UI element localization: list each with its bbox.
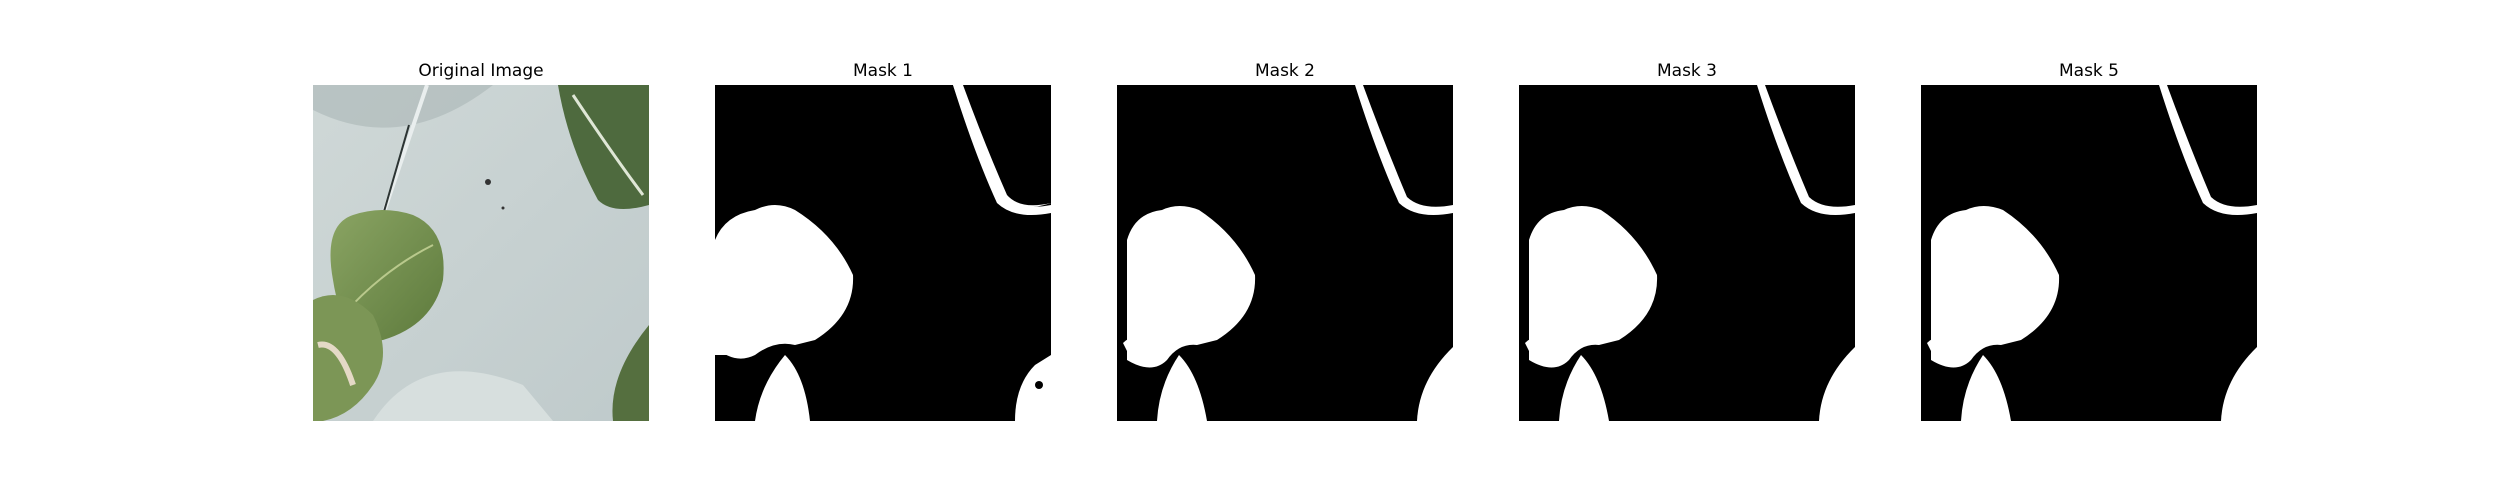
mask-image — [715, 85, 1051, 421]
panel-title: Mask 2 — [1254, 61, 1315, 81]
panel-title: Mask 5 — [2058, 61, 2119, 81]
panel-title: Original Image — [418, 61, 544, 81]
panel-title: Mask 3 — [1656, 61, 1717, 81]
panel-title: Mask 1 — [852, 61, 913, 81]
original-image — [313, 85, 649, 421]
mask-image — [1921, 85, 2257, 421]
mask-image — [1117, 85, 1453, 421]
mask-image — [1519, 85, 1855, 421]
